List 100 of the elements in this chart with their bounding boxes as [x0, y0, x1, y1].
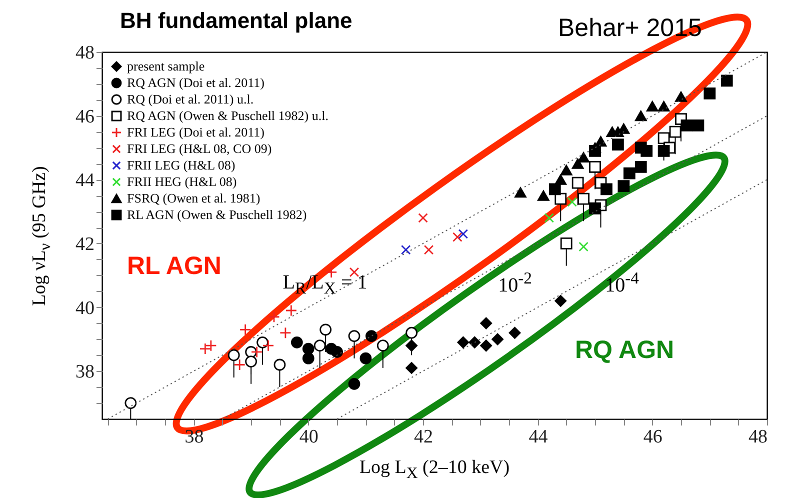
point [634, 160, 647, 173]
point [544, 213, 554, 223]
point [268, 310, 280, 323]
point [589, 144, 601, 157]
point [589, 202, 601, 214]
legend-label: RQ (Doi et al. 2011) u.l. [127, 92, 254, 106]
point [228, 349, 240, 362]
point [274, 358, 286, 371]
point [618, 180, 630, 192]
annotation: 10$^{-4}$ [605, 268, 639, 298]
point [675, 91, 687, 102]
legend-label: present sample [127, 58, 205, 74]
point [325, 266, 338, 278]
x-tick-label: 46 [643, 426, 662, 448]
point [600, 183, 612, 196]
legend-label: FRI LEG (Doi et al. 2011) [127, 124, 264, 140]
point [360, 352, 372, 364]
point [376, 340, 389, 352]
x-axis-title: Log L$_{X}$ (2–10 keV) [359, 457, 510, 483]
x-tick-label: 48 [748, 426, 768, 448]
point [634, 142, 647, 154]
point [572, 176, 584, 189]
point [250, 346, 263, 358]
point [406, 326, 418, 339]
point [658, 101, 670, 112]
point [424, 244, 434, 255]
y-tick-label: 48 [76, 42, 94, 64]
x-tick-label: 42 [414, 426, 434, 448]
point [452, 232, 462, 242]
point [199, 342, 212, 355]
point [646, 101, 658, 112]
point [400, 244, 411, 255]
legend-label: RL AGN (Owen & Puschell 1982) [127, 207, 307, 222]
point [634, 110, 647, 122]
point [692, 119, 704, 132]
point [348, 330, 360, 342]
point [612, 138, 624, 150]
point [680, 119, 693, 132]
legend-label: RQ AGN (Owen & Puschell 1982) u.l. [127, 108, 328, 123]
point [314, 340, 326, 352]
annotation: RQ AGN [575, 336, 674, 365]
point [457, 336, 470, 348]
point [572, 158, 584, 169]
point [365, 330, 378, 342]
point [514, 187, 526, 198]
point [280, 326, 292, 339]
point [468, 336, 481, 348]
point [348, 378, 360, 390]
point [589, 160, 601, 173]
point [320, 324, 332, 336]
point [406, 340, 418, 352]
point [548, 183, 561, 196]
point [262, 340, 274, 352]
legend-label: FRII HEG (H&L 08) [127, 174, 237, 189]
point [492, 333, 504, 346]
y-tick-label: 44 [76, 170, 95, 192]
point [578, 242, 588, 252]
point [124, 397, 137, 409]
point [560, 238, 572, 250]
point [406, 362, 418, 374]
point [560, 164, 572, 176]
point [285, 304, 298, 316]
y-tick-label: 40 [76, 298, 94, 319]
point [508, 326, 521, 339]
annotation: 10$^{-2}$ [498, 268, 532, 298]
annotation: RL AGN [127, 252, 222, 281]
point [239, 324, 252, 336]
point [234, 358, 246, 371]
point [302, 352, 314, 364]
point [302, 342, 314, 355]
point [245, 356, 257, 368]
point [669, 126, 682, 138]
point [418, 213, 428, 223]
point [578, 152, 590, 163]
point [704, 88, 716, 100]
legend-label: FRII LEG (H&L 08) [127, 158, 236, 172]
point [480, 340, 492, 352]
y-tick-label: 38 [76, 362, 94, 383]
point [658, 144, 670, 157]
point [458, 229, 468, 239]
point [290, 336, 303, 348]
point [554, 294, 567, 307]
point [256, 336, 268, 348]
legend-label: FRI LEG (H&L 08, CO 09) [127, 141, 272, 156]
point [349, 267, 360, 278]
point [480, 317, 492, 330]
point [537, 190, 550, 201]
x-tick-label: 40 [299, 426, 318, 448]
y-tick-label: 46 [76, 106, 94, 128]
y-tick-label: 42 [76, 234, 94, 255]
point [204, 340, 217, 352]
legend-label: RQ AGN (Doi et al. 2011) [127, 75, 264, 90]
point [658, 132, 670, 144]
point [578, 192, 590, 205]
x-tick-label: 44 [528, 426, 548, 448]
point [623, 167, 636, 180]
point [720, 74, 733, 87]
legend-label: FSRQ (Owen et al. 1981) [127, 190, 260, 206]
point [567, 197, 577, 207]
point [331, 346, 343, 358]
